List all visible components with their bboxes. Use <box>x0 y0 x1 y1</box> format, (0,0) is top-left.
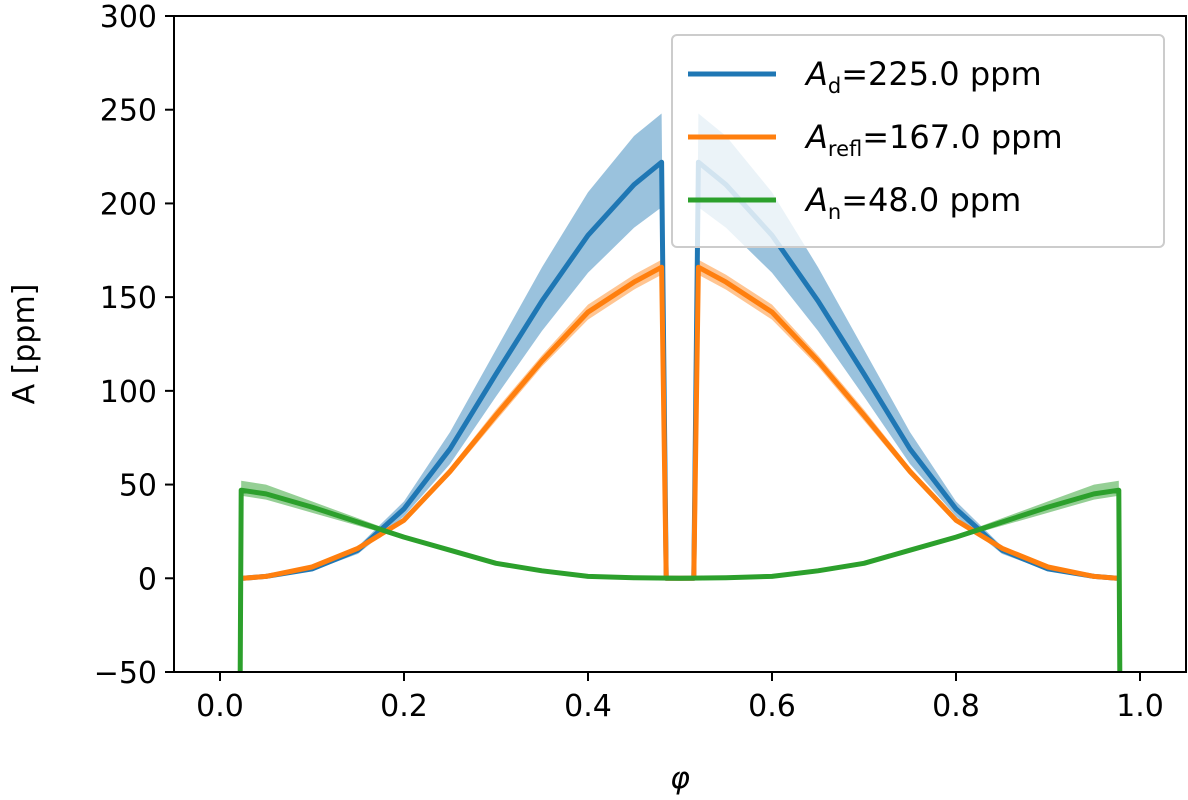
y-tick-label: 250 <box>100 94 157 129</box>
band-Arefl <box>243 259 1117 579</box>
y-tick-label: 0 <box>138 562 157 597</box>
y-tick-label: 100 <box>100 375 157 410</box>
legend-label-Arefl: Arefl=167.0 ppm <box>804 118 1063 161</box>
y-axis-title: A [ppm] <box>7 284 42 405</box>
x-tick-label: 0.8 <box>932 689 980 724</box>
x-tick-label: 0.6 <box>748 689 796 724</box>
legend: Ad=225.0 ppm Arefl=167.0 ppm An=48.0 ppm <box>671 34 1165 248</box>
y-tick-label: 150 <box>100 281 157 316</box>
y-tick-label: 300 <box>100 0 157 35</box>
plot-frame <box>173 15 1187 673</box>
x-tick-label: 0.0 <box>196 689 244 724</box>
legend-label-Ad: Ad=225.0 ppm <box>804 55 1042 98</box>
y-tick-label: −50 <box>94 656 157 691</box>
y-tick-label: 50 <box>119 469 157 504</box>
x-axis-title: φ <box>670 761 690 796</box>
y-axis-ticks: −50 0 50 100 150 200 250 300 <box>94 0 174 691</box>
y-tick-label: 200 <box>100 187 157 222</box>
x-tick-label: 0.2 <box>380 689 428 724</box>
legend-label-An: An=48.0 ppm <box>804 181 1021 224</box>
x-axis-ticks: 0.0 0.2 0.4 0.6 0.8 1.0 <box>196 672 1164 724</box>
line-An <box>237 487 1123 673</box>
legend-box <box>671 34 1165 248</box>
series-lines <box>237 159 1123 673</box>
x-tick-label: 0.4 <box>564 689 612 724</box>
x-tick-label: 1.0 <box>1116 689 1164 724</box>
